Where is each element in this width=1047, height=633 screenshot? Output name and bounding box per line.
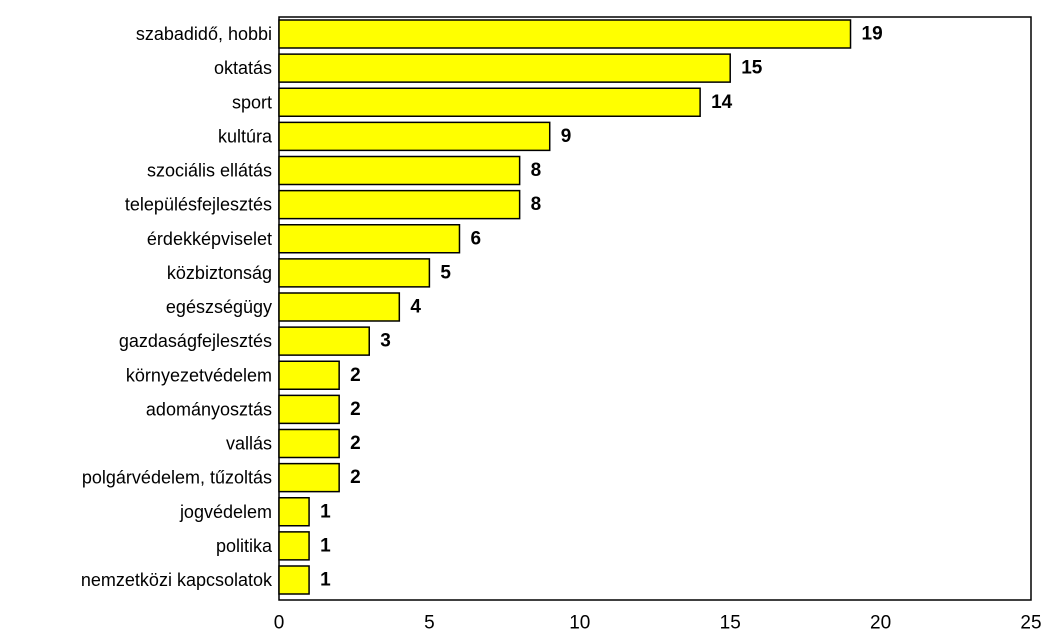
bar-2 <box>278 87 701 117</box>
x-axis-ticks: 0 5 10 15 20 25 <box>274 613 1042 633</box>
category-label: politika <box>216 536 273 556</box>
category-label: szociális ellátás <box>147 161 272 181</box>
category-label: kultúra <box>218 126 273 146</box>
category-label: jogvédelem <box>179 502 272 522</box>
x-tick-label: 5 <box>424 613 435 633</box>
bar-5 <box>278 189 521 220</box>
category-label: érdekképviselet <box>147 229 272 249</box>
bar-14 <box>278 497 310 527</box>
value-label: 8 <box>531 160 542 181</box>
bar-12 <box>278 428 340 459</box>
bar-4 <box>278 155 521 186</box>
category-label: településfejlesztés <box>125 195 272 215</box>
category-label: környezetvédelem <box>126 365 272 385</box>
category-label: közbiztonság <box>167 263 272 283</box>
value-label: 9 <box>561 126 572 147</box>
category-labels: szabadidő, hobbi oktatás sport kultúra szoci… <box>81 24 273 590</box>
value-label: 14 <box>711 92 733 113</box>
bar-15 <box>278 531 310 561</box>
bar-13 <box>278 462 340 493</box>
bar-11 <box>278 394 340 425</box>
value-label: 2 <box>350 399 361 420</box>
x-tick-label: 0 <box>274 613 285 633</box>
bar-6 <box>278 224 461 254</box>
category-label: szabadidő, hobbi <box>136 24 272 44</box>
x-tick-label: 15 <box>720 613 741 633</box>
value-label: 8 <box>531 194 542 215</box>
value-label: 1 <box>320 570 331 591</box>
category-label: sport <box>232 92 272 112</box>
category-label: gazdaságfejlesztés <box>119 331 272 351</box>
value-label: 5 <box>440 262 451 283</box>
x-tick-label: 10 <box>569 613 590 633</box>
value-label: 4 <box>410 297 421 318</box>
bar-7 <box>278 258 431 288</box>
value-label: 6 <box>470 228 481 249</box>
category-label: egészségügy <box>166 297 272 317</box>
value-label: 3 <box>380 331 391 352</box>
bar-16 <box>278 565 310 595</box>
bar-0 <box>278 19 852 49</box>
category-label: vallás <box>226 434 272 454</box>
value-label: 2 <box>350 433 361 454</box>
bars-layer <box>278 19 852 595</box>
bar-10 <box>278 360 340 390</box>
value-label: 1 <box>320 535 331 556</box>
x-tick-label: 25 <box>1020 613 1041 633</box>
category-label: adományosztás <box>146 399 272 419</box>
category-label: nemzetközi kapcsolatok <box>81 570 273 590</box>
x-tick-label: 20 <box>870 613 891 633</box>
category-label: polgárvédelem, tűzoltás <box>82 468 272 488</box>
bar-8 <box>278 292 401 322</box>
value-label: 1 <box>320 501 331 522</box>
bar-9 <box>278 326 370 356</box>
value-label: 15 <box>741 58 763 79</box>
category-label: oktatás <box>214 58 272 78</box>
value-label: 19 <box>862 24 883 45</box>
value-label: 2 <box>350 365 361 386</box>
value-label: 2 <box>350 467 361 488</box>
bar-1 <box>278 53 731 83</box>
bar-3 <box>278 121 551 152</box>
